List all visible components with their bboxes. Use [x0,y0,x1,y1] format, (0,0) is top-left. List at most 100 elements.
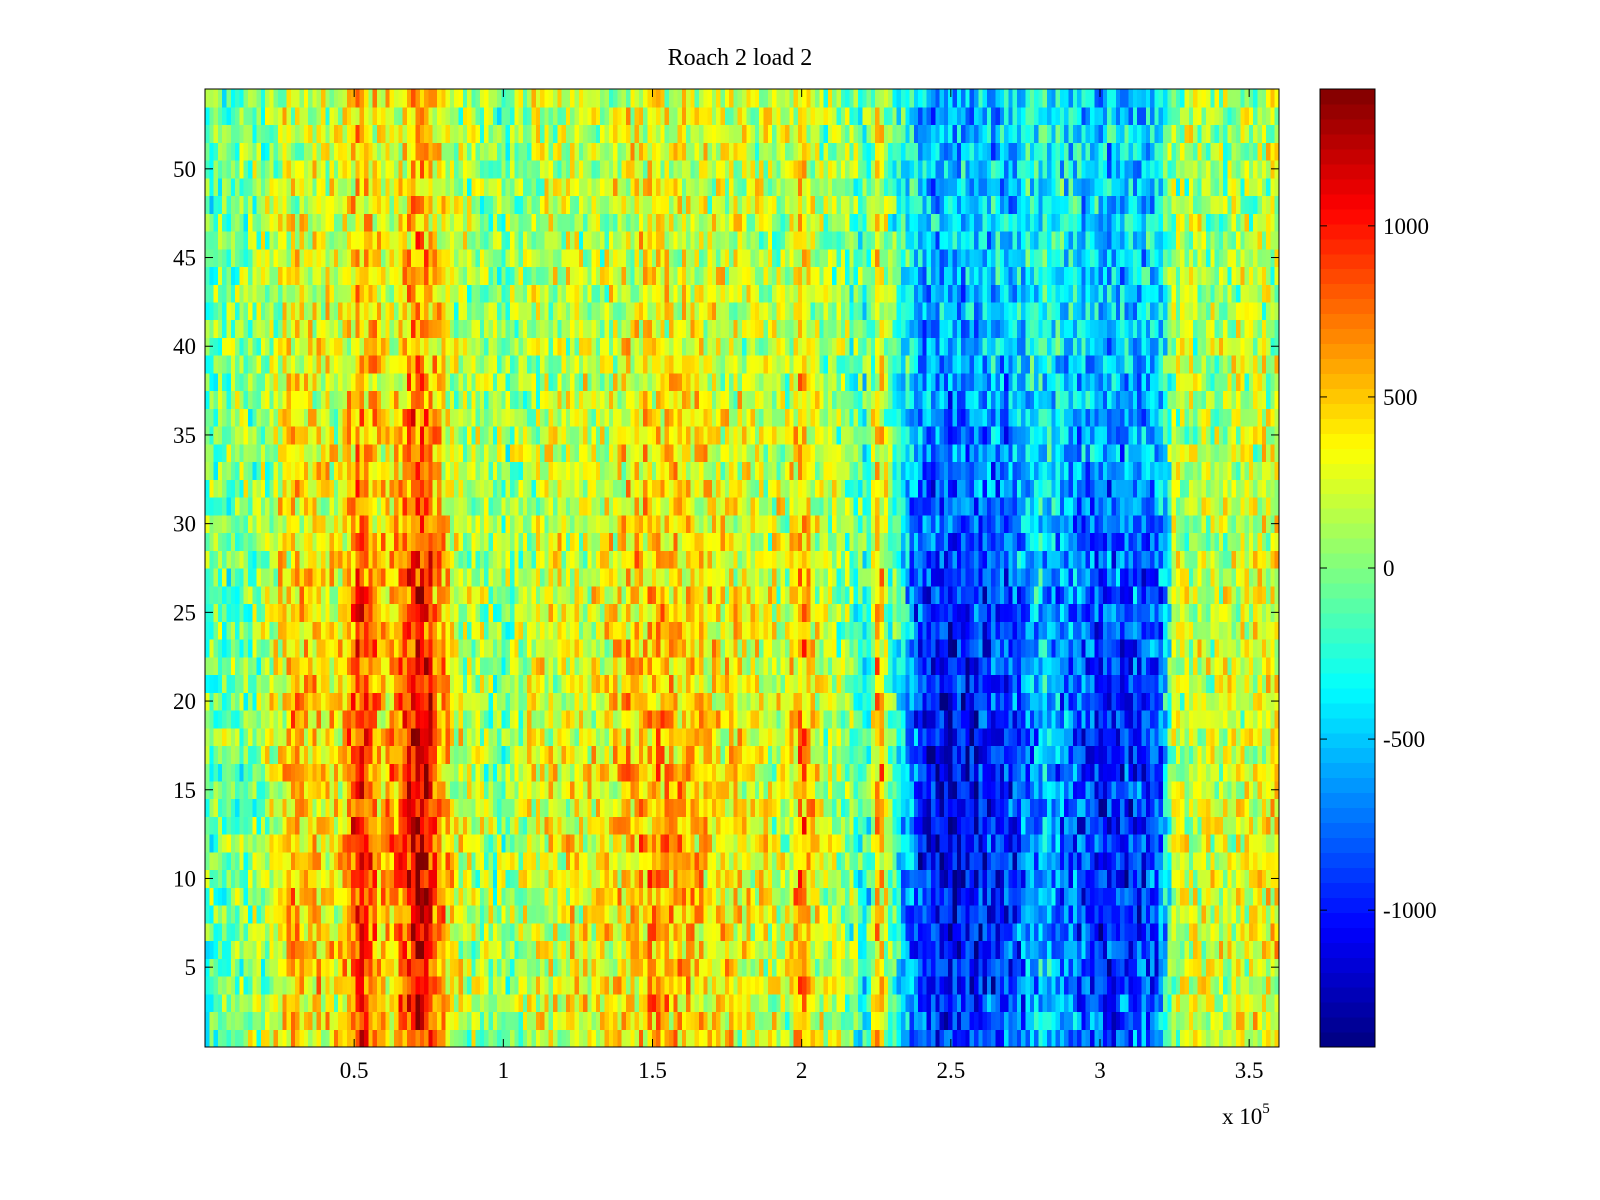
heatmap-cell [604,905,610,924]
heatmap-cell [1072,745,1078,764]
heatmap-cell [501,887,507,906]
heatmap-cell [638,1029,644,1048]
heatmap-cell [290,834,296,853]
heatmap-cell [1253,851,1259,871]
heatmap-cell [1223,692,1229,711]
heatmap-cell [1042,869,1048,888]
heatmap-cell [290,905,296,924]
heatmap-cell [411,834,417,853]
heatmap-cell [939,798,945,817]
heatmap-cell [565,834,571,853]
heatmap-cell [1025,763,1031,782]
heatmap-cell [681,1011,687,1030]
heatmap-cell [991,798,997,817]
heatmap-cell [295,763,301,782]
heatmap-cell [926,745,932,764]
heatmap-cell [815,816,820,835]
heatmap-cell [720,709,726,729]
heatmap-cell [1021,780,1027,800]
heatmap-cell [1197,763,1203,782]
heatmap-cell [1158,1011,1164,1030]
heatmap-cell [1167,692,1173,711]
heatmap-cell [875,816,881,835]
heatmap-cell [1034,887,1040,906]
heatmap-cell [299,958,305,977]
heatmap-cell [1154,887,1160,906]
heatmap-cell [531,763,537,782]
heatmap-cell [870,1011,876,1030]
heatmap-cell [656,958,661,977]
heatmap-cell [1016,922,1022,942]
heatmap-cell [913,692,919,711]
heatmap-cell [857,709,863,729]
heatmap-cell [711,780,717,800]
heatmap-cell [578,922,584,942]
heatmap-cell [789,993,795,1013]
heatmap-cell [656,780,661,800]
heatmap-cell [879,709,885,729]
heatmap-cell [836,745,842,764]
heatmap-cell [742,851,747,871]
heatmap-cell [230,958,236,977]
heatmap-cell [1120,940,1125,959]
heatmap-cell [479,958,485,977]
heatmap-cell [205,993,210,1013]
heatmap-cell [797,1029,803,1048]
heatmap-cell [948,958,954,977]
heatmap-cell [681,834,687,853]
heatmap-cell [1197,1011,1203,1030]
heatmap-cell [1047,905,1052,924]
heatmap-cell [1051,869,1057,888]
heatmap-cell [1081,834,1087,853]
heatmap-cell [368,887,374,906]
heatmap-cell [853,798,859,817]
heatmap-cell [918,692,924,711]
heatmap-cell [256,692,262,711]
heatmap-cell [471,1011,477,1030]
heatmap-cell [729,922,735,942]
heatmap-cell [1270,922,1276,942]
heatmap-cell [243,851,249,871]
heatmap-cell [1016,976,1022,995]
heatmap-cell [235,993,240,1013]
heatmap-cell [1270,1029,1276,1048]
heatmap-cell [424,1029,429,1048]
heatmap-cell [1072,851,1078,871]
heatmap-cell [664,745,670,764]
heatmap-cell [759,958,765,977]
heatmap-cell [699,727,704,747]
heatmap-cell [939,887,945,906]
heatmap-cell [471,905,477,924]
heatmap-cell [295,976,301,995]
heatmap-cell [724,1011,730,1030]
heatmap-cell [578,709,584,729]
heatmap-cell [815,1011,820,1030]
heatmap-cell [673,1029,679,1048]
heatmap-cell [668,780,674,800]
heatmap-cell [389,692,395,711]
heatmap-cell [664,887,670,906]
heatmap-cell [217,1011,223,1030]
heatmap-cell [518,851,524,871]
heatmap-cell [703,922,709,942]
heatmap-cell [217,816,223,835]
heatmap-cell [806,887,812,906]
heatmap-cell [1205,1011,1211,1030]
heatmap-cell [243,976,249,995]
heatmap-cell [1025,1029,1031,1048]
heatmap-cell [883,834,889,853]
heatmap-cell [458,763,464,782]
heatmap-cell [604,1029,610,1048]
heatmap-cell [1248,993,1254,1013]
heatmap-cell [230,869,236,888]
heatmap-cell [1236,976,1241,995]
heatmap-cell [617,993,623,1013]
heatmap-cell [376,816,382,835]
heatmap-cell [1218,834,1224,853]
heatmap-cell [217,993,223,1013]
heatmap-cell [411,976,417,995]
heatmap-cell [892,763,898,782]
heatmap-cell [870,763,876,782]
heatmap-cell [746,976,752,995]
heatmap-cell [978,798,984,817]
